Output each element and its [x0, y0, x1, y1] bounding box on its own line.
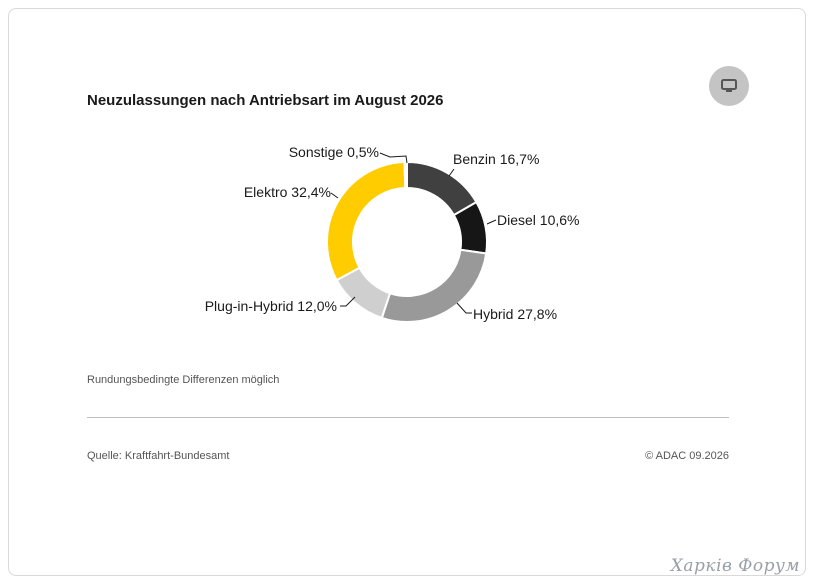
rounding-note: Rundungsbedingte Differenzen möglich [87, 374, 280, 386]
leader-line-elektro [330, 192, 339, 199]
slice-hybrid [380, 248, 488, 323]
leader-line-diesel [486, 219, 497, 225]
source-text: Quelle: Kraftfahrt-Bundesamt [87, 450, 230, 462]
data-label-diesel: Diesel 10,6% [497, 212, 580, 228]
leader-line-plug-in-hybrid [340, 296, 356, 307]
leader-line-sonstige [379, 152, 408, 164]
data-label-hybrid: Hybrid 27,8% [473, 306, 557, 322]
chart-card [8, 8, 806, 576]
slice-elektro [326, 161, 407, 282]
watermark: Харків Форум [670, 556, 800, 576]
data-label-sonstige: Sonstige 0,5% [289, 144, 379, 160]
data-label-benzin: Benzin 16,7% [453, 151, 539, 167]
data-label-elektro: Elektro 32,4% [244, 184, 331, 200]
chart-title: Neuzulassungen nach Antriebsart im Augus… [87, 92, 444, 109]
copyright-text: © ADAC 09.2026 [645, 450, 729, 462]
data-label-plug-in-hybrid: Plug-in-Hybrid 12,0% [205, 298, 337, 314]
fullscreen-button[interactable] [709, 66, 749, 106]
slice-sonstige [403, 160, 408, 190]
monitor-icon [721, 79, 737, 92]
leader-line-hybrid [456, 302, 472, 314]
divider [87, 417, 729, 418]
leader-line-benzin [448, 168, 455, 177]
